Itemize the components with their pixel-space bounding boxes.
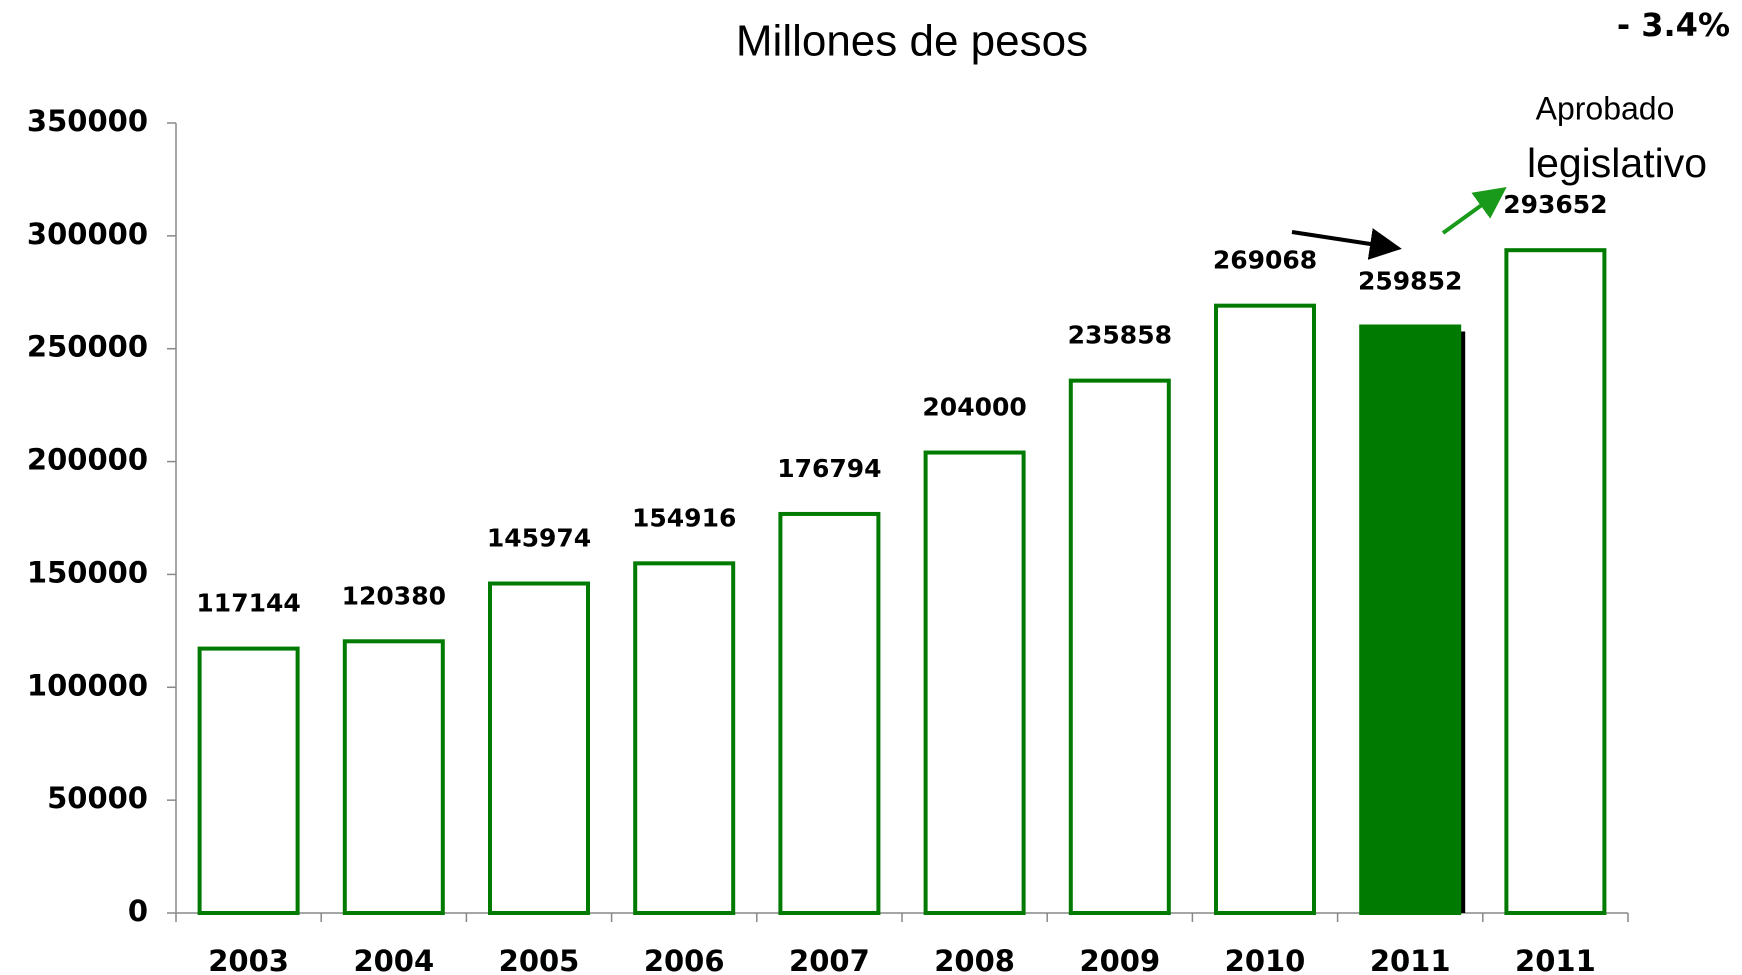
- bar: [488, 581, 590, 915]
- bar: [197, 646, 300, 915]
- value-label: 259852: [1358, 266, 1462, 295]
- bar: [1504, 248, 1607, 915]
- value-label: 120380: [342, 581, 446, 610]
- value-label: 293652: [1503, 190, 1607, 219]
- x-tick-label: 2011: [1515, 944, 1596, 975]
- x-tick-label: 2009: [1079, 944, 1160, 975]
- value-label: 154916: [632, 503, 736, 532]
- y-tick-label: 150000: [27, 555, 148, 589]
- bar: [1359, 324, 1462, 915]
- bar: [923, 450, 1026, 915]
- annotation: legislativo: [1527, 140, 1707, 186]
- annotation: Aprobado: [1536, 90, 1675, 126]
- value-label: 176794: [777, 454, 881, 483]
- y-tick-label: 0: [128, 894, 148, 928]
- arrow: [1441, 186, 1507, 235]
- y-tick-label: 250000: [27, 330, 148, 364]
- chart-title: Millones de pesos: [736, 17, 1088, 66]
- y-tick-label: 350000: [27, 104, 148, 138]
- annotation: - 3.4%: [1617, 6, 1730, 44]
- bar: [778, 511, 881, 915]
- value-label: 235858: [1068, 321, 1172, 350]
- x-tick-label: 2011: [1370, 944, 1451, 975]
- bar: [633, 561, 736, 915]
- x-tick-label: 2005: [499, 944, 580, 975]
- x-tick-label: 2004: [353, 944, 434, 975]
- y-tick-label: 300000: [27, 217, 148, 251]
- y-tick-label: 50000: [47, 781, 148, 815]
- x-tick-label: 2003: [208, 944, 289, 975]
- value-label: 269068: [1213, 246, 1317, 275]
- arrow: [1291, 228, 1402, 260]
- y-tick-label: 200000: [27, 443, 148, 477]
- value-label: 204000: [922, 393, 1026, 422]
- y-tick-label: 100000: [27, 668, 148, 702]
- x-tick-label: 2010: [1225, 944, 1306, 975]
- bar: [1214, 303, 1316, 915]
- bar: [342, 639, 445, 915]
- x-tick-label: 2006: [644, 944, 725, 975]
- x-tick-label: 2007: [789, 944, 870, 975]
- value-label: 117144: [196, 589, 300, 618]
- bar: [1068, 378, 1171, 915]
- value-label: 145974: [487, 524, 591, 553]
- x-tick-label: 2008: [934, 944, 1015, 975]
